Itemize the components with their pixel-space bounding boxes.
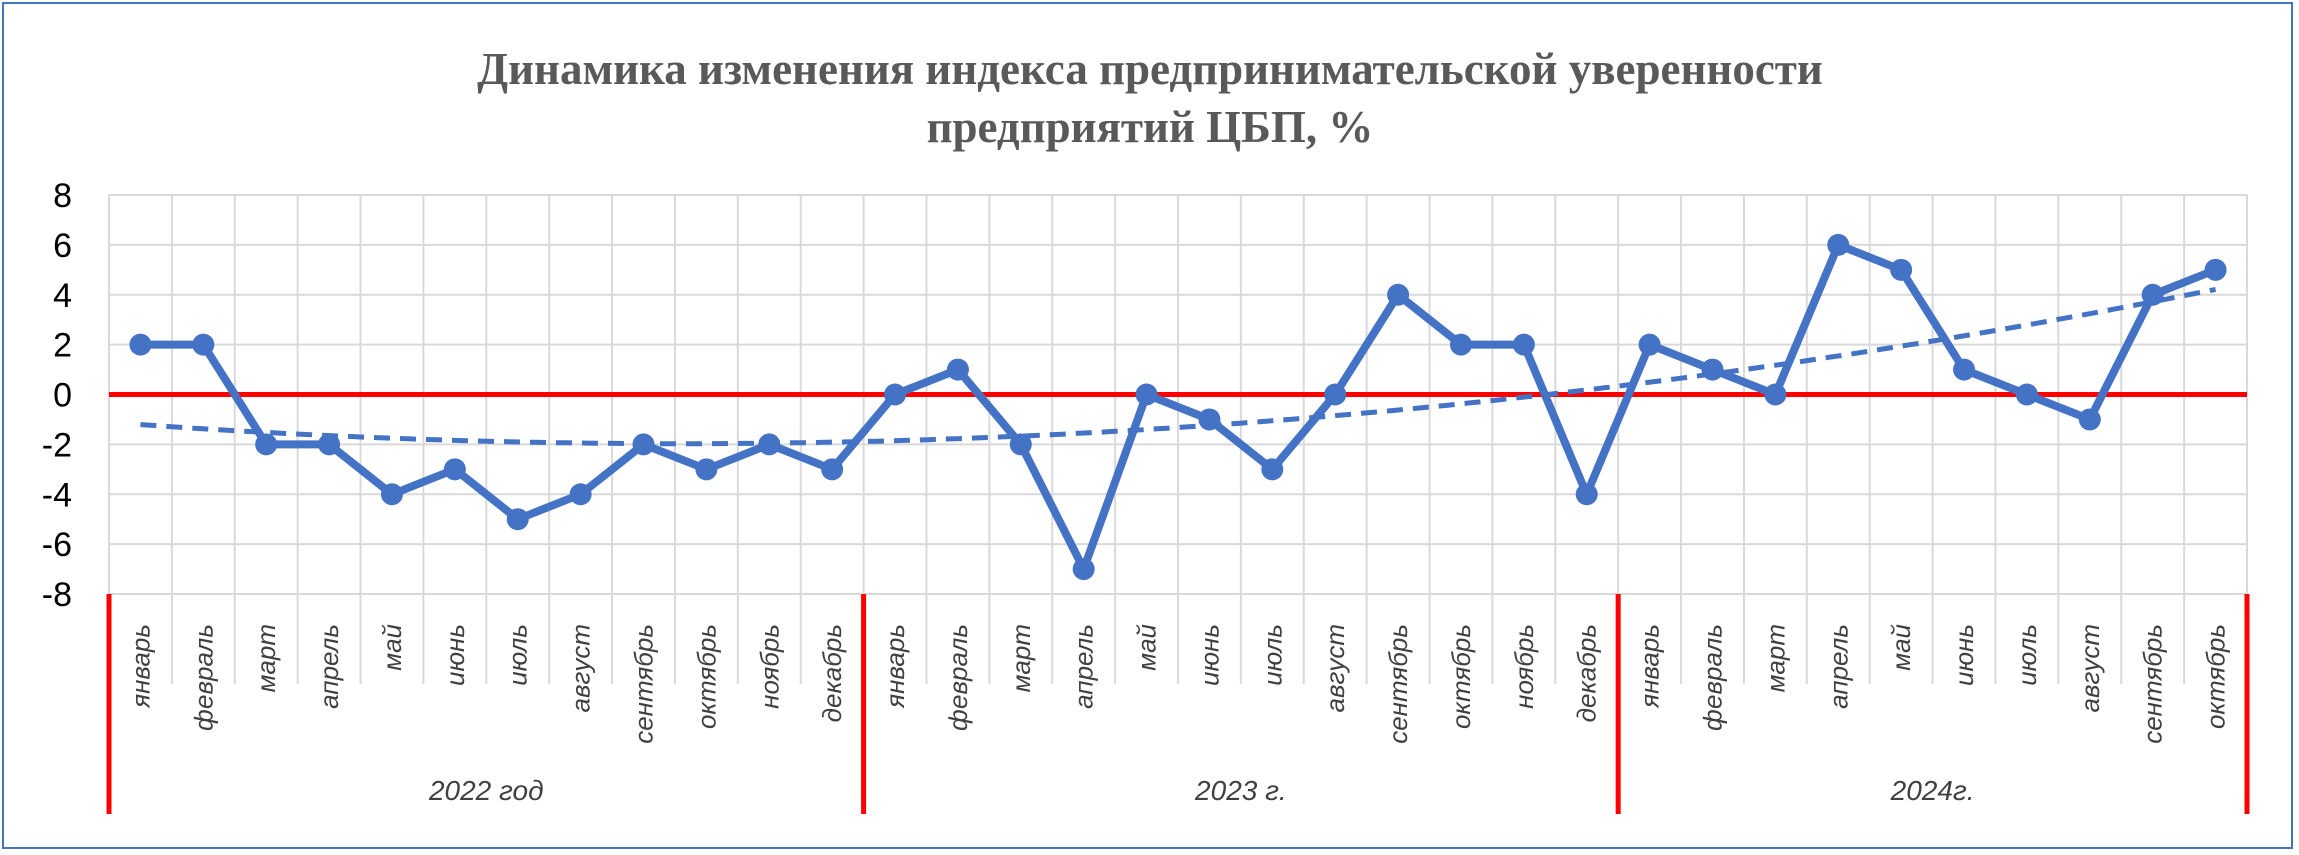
data-point [1512, 333, 1535, 356]
year-label: 2022 год [428, 775, 544, 806]
data-point [2141, 283, 2164, 306]
category-label: март [1760, 624, 1790, 692]
data-point [1890, 258, 1913, 281]
y-tick-label: -4 [42, 476, 72, 514]
series-line [140, 240, 2218, 574]
category-label: февраль [188, 624, 218, 731]
data-point [1449, 333, 1472, 356]
data-point [1953, 358, 1976, 381]
data-point [1575, 483, 1598, 506]
trendline-layer [140, 286, 2217, 447]
category-label: октябрь [2201, 624, 2231, 729]
category-label: июль [1257, 624, 1287, 686]
chart-title-line-1: Динамика изменения индекса предпринимате… [477, 44, 1823, 94]
y-tick-label: 8 [53, 177, 72, 215]
y-tick-label: 2 [53, 327, 72, 365]
chart-svg: Динамика изменения индекса предпринимате… [42, 44, 2250, 814]
category-label: октябрь [1446, 624, 1476, 729]
data-point [1009, 433, 1032, 456]
y-tick-label: -6 [42, 526, 72, 564]
category-label: февраль [943, 624, 973, 731]
category-label: декабрь [1572, 624, 1602, 722]
data-point [2015, 383, 2038, 406]
data-point [129, 333, 152, 356]
category-label: март [1006, 624, 1036, 692]
data-point [1764, 383, 1787, 406]
category-label: июнь [1194, 624, 1224, 686]
category-label: март [251, 624, 281, 692]
y-tick-label: 6 [53, 227, 72, 265]
data-point [1701, 358, 1724, 381]
axis-layer: 8 6 4 2 0 -2 -4 -6 -8 [42, 177, 2250, 814]
category-label: август [566, 624, 596, 713]
category-label: октябрь [691, 624, 721, 729]
data-point [758, 433, 781, 456]
category-label: январь [125, 624, 155, 709]
category-label: сентябрь [629, 624, 659, 744]
y-tick-label: -8 [42, 576, 72, 614]
data-point [1072, 558, 1095, 581]
category-label: февраль [1698, 624, 1728, 731]
category-label: август [2075, 624, 2105, 713]
category-label: май [377, 624, 407, 671]
data-point [443, 458, 466, 481]
data-point [569, 483, 592, 506]
data-point [821, 458, 844, 481]
category-label: май [1132, 624, 1162, 671]
y-tick-label: 4 [53, 277, 72, 315]
category-label: сентябрь [2138, 624, 2168, 744]
data-point [192, 333, 215, 356]
data-point [1198, 408, 1221, 431]
series-layer [129, 233, 2227, 581]
category-label: апрель [1823, 624, 1853, 709]
category-label: декабрь [817, 624, 847, 722]
category-label: сентябрь [1383, 624, 1413, 744]
category-label: июнь [440, 624, 470, 686]
data-point [1135, 383, 1158, 406]
category-label: июнь [1949, 624, 1979, 686]
category-label: январь [1635, 624, 1665, 709]
category-label: апрель [1069, 624, 1099, 709]
category-label: апрель [314, 624, 344, 709]
y-tick-label: 0 [53, 377, 72, 415]
data-point [1638, 333, 1661, 356]
data-point [2204, 258, 2227, 281]
chart-title-line-2: предприятий ЦБП, % [927, 102, 1374, 152]
data-point [506, 508, 529, 531]
category-label: июль [503, 624, 533, 686]
data-point [632, 433, 655, 456]
category-label-layer: 2022 год 2023 г. 2024г. январь февраль март ап… [125, 624, 2230, 806]
data-point [946, 358, 969, 381]
category-label: август [1320, 624, 1350, 713]
data-point [1387, 283, 1410, 306]
data-point [255, 433, 278, 456]
data-point [1324, 383, 1347, 406]
trendline [140, 286, 2217, 447]
year-label: 2023 г. [1194, 775, 1287, 806]
y-tick-label: -2 [42, 426, 72, 464]
category-label: ноябрь [1509, 624, 1539, 709]
year-label: 2024г. [1890, 775, 1975, 806]
category-label: ноябрь [754, 624, 784, 709]
data-point [884, 383, 907, 406]
data-point [2078, 408, 2101, 431]
data-point [318, 433, 341, 456]
category-label: май [1886, 624, 1916, 671]
category-label: июль [2012, 624, 2042, 686]
data-point [1827, 233, 1850, 256]
data-point [380, 483, 403, 506]
data-point [695, 458, 718, 481]
category-label: январь [880, 624, 910, 709]
data-point [1261, 458, 1284, 481]
